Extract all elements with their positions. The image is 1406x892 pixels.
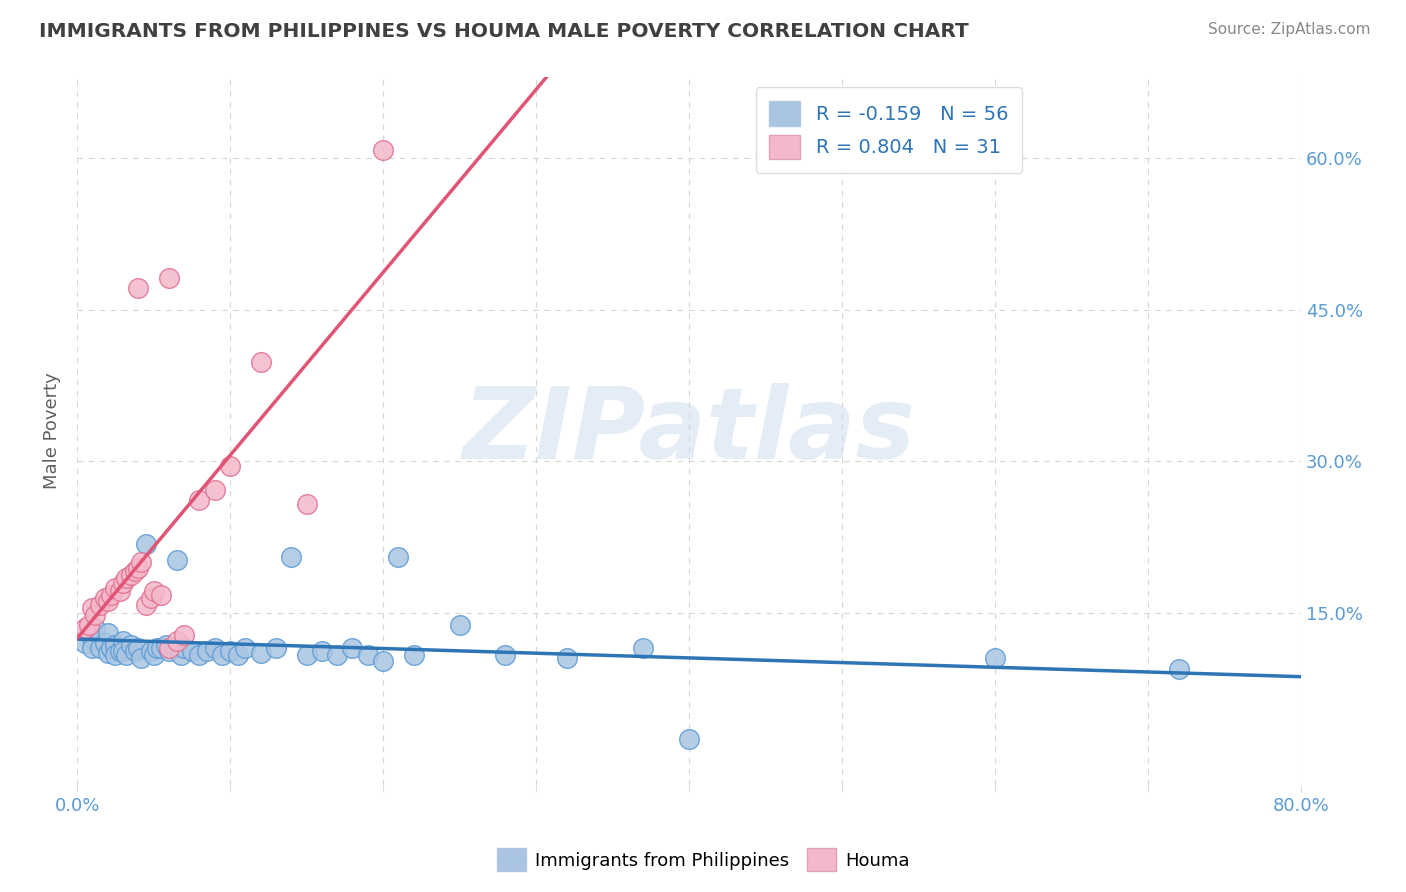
Point [135, 598, 157, 612]
Point [494, 648, 516, 663]
Point [150, 588, 173, 602]
Point [204, 483, 226, 497]
Point [97, 626, 120, 640]
Text: IMMIGRANTS FROM PHILIPPINES VS HOUMA MALE POVERTY CORRELATION CHART: IMMIGRANTS FROM PHILIPPINES VS HOUMA MAL… [39, 22, 969, 41]
Point [127, 641, 149, 656]
Point [204, 641, 226, 656]
Point [89, 598, 111, 612]
Point [295, 648, 318, 663]
Point [84, 607, 107, 622]
Point [357, 648, 380, 663]
Point [120, 567, 142, 582]
Point [155, 638, 177, 652]
Point [211, 648, 233, 663]
Point [104, 638, 127, 652]
Point [170, 648, 193, 663]
Point [173, 641, 195, 656]
Point [82, 641, 104, 656]
Point [142, 648, 165, 663]
Point [111, 575, 134, 590]
Y-axis label: Male Poverty: Male Poverty [44, 373, 60, 490]
Point [139, 591, 162, 605]
Point [82, 601, 104, 615]
Point [371, 143, 394, 157]
Point [115, 648, 138, 663]
Point [115, 571, 138, 585]
Point [1167, 661, 1189, 675]
Point [108, 644, 131, 658]
Point [226, 648, 249, 663]
Point [157, 644, 180, 658]
Point [150, 641, 173, 656]
Point [295, 497, 318, 511]
Point [264, 641, 287, 656]
Point [188, 492, 211, 507]
Point [104, 581, 127, 595]
Point [166, 553, 188, 567]
Point [157, 270, 180, 285]
Point [678, 732, 700, 747]
Point [219, 459, 242, 474]
Point [73, 621, 96, 635]
Point [131, 651, 153, 665]
Legend: R = -0.159   N = 56, R = 0.804   N = 31: R = -0.159 N = 56, R = 0.804 N = 31 [755, 87, 1022, 173]
Text: Source: ZipAtlas.com: Source: ZipAtlas.com [1208, 22, 1371, 37]
Point [111, 634, 134, 648]
Point [166, 634, 188, 648]
Point [73, 636, 96, 650]
Point [131, 556, 153, 570]
Point [124, 644, 146, 658]
Point [82, 632, 104, 646]
Point [145, 641, 167, 656]
Text: ZIPatlas: ZIPatlas [463, 383, 915, 480]
Point [100, 641, 122, 656]
Point [188, 648, 211, 663]
Point [79, 618, 101, 632]
Point [93, 636, 115, 650]
Point [97, 647, 120, 661]
Point [139, 644, 162, 658]
Point [387, 550, 409, 565]
Point [235, 641, 257, 656]
Point [124, 564, 146, 578]
Point [180, 644, 202, 658]
Point [108, 583, 131, 598]
Legend: Immigrants from Philippines, Houma: Immigrants from Philippines, Houma [489, 841, 917, 879]
Point [157, 641, 180, 656]
Point [555, 651, 578, 665]
Point [127, 560, 149, 574]
Point [120, 638, 142, 652]
Point [402, 648, 425, 663]
Point [100, 588, 122, 602]
Point [249, 647, 271, 661]
Point [449, 618, 471, 632]
Point [97, 594, 120, 608]
Point [371, 655, 394, 669]
Point [111, 644, 134, 658]
Point [93, 591, 115, 605]
Point [142, 583, 165, 598]
Point [173, 628, 195, 642]
Point [342, 641, 364, 656]
Point [127, 280, 149, 294]
Point [219, 644, 242, 658]
Point [104, 648, 127, 663]
Point [135, 537, 157, 551]
Point [326, 648, 349, 663]
Point [84, 621, 107, 635]
Point [984, 651, 1007, 665]
Point [195, 644, 218, 658]
Point [89, 641, 111, 656]
Point [631, 641, 654, 656]
Point [280, 550, 302, 565]
Point [311, 644, 333, 658]
Point [79, 626, 101, 640]
Point [249, 355, 271, 369]
